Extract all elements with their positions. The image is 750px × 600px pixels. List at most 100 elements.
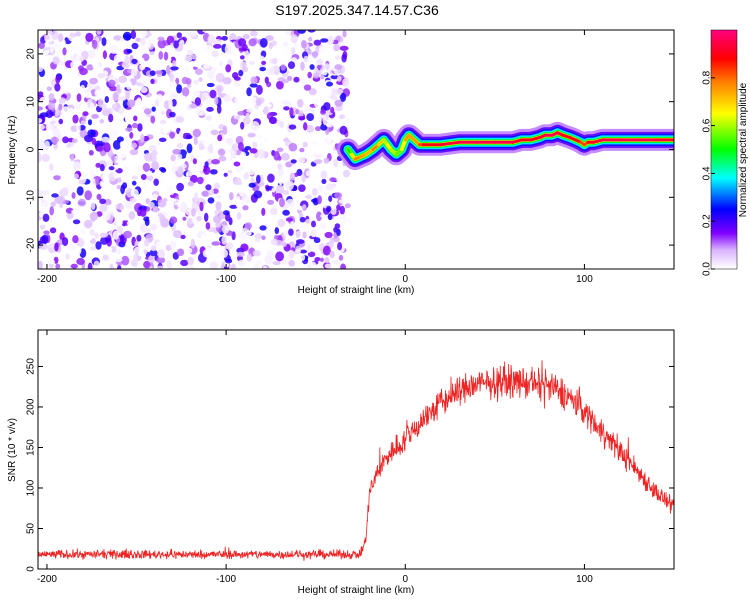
noise-blob bbox=[278, 132, 284, 138]
noise-blob bbox=[134, 84, 139, 92]
noise-blob bbox=[151, 193, 158, 200]
noise-blob bbox=[143, 260, 151, 269]
noise-blob bbox=[116, 84, 121, 92]
noise-blob bbox=[189, 104, 198, 109]
noise-blob bbox=[84, 134, 93, 143]
noise-blob bbox=[102, 172, 111, 182]
noise-blob bbox=[270, 124, 279, 129]
noise-blob bbox=[169, 80, 177, 88]
noise-blob bbox=[140, 86, 148, 94]
noise-blob bbox=[283, 229, 289, 238]
noise-blob bbox=[49, 227, 57, 234]
noise-blob bbox=[91, 114, 99, 119]
noise-blob bbox=[323, 102, 331, 111]
noise-blob bbox=[209, 124, 216, 130]
noise-blob bbox=[192, 158, 197, 165]
noise-blob bbox=[45, 123, 55, 131]
noise-blob bbox=[313, 114, 322, 124]
noise-blob bbox=[122, 31, 132, 41]
noise-blob bbox=[50, 201, 56, 208]
noise-blob bbox=[134, 240, 139, 247]
noise-blob bbox=[71, 138, 78, 144]
noise-blob bbox=[102, 50, 107, 60]
noise-blob bbox=[54, 161, 64, 171]
noise-blob bbox=[116, 249, 121, 255]
noise-blob bbox=[319, 257, 324, 262]
noise-blob bbox=[225, 138, 234, 145]
noise-blob bbox=[215, 221, 222, 228]
noise-blob bbox=[234, 180, 243, 186]
noise-blob bbox=[335, 55, 341, 60]
noise-blob bbox=[316, 64, 323, 70]
noise-blob bbox=[207, 34, 216, 45]
noise-blob bbox=[170, 154, 176, 162]
noise-blob bbox=[186, 170, 193, 177]
noise-blob bbox=[170, 239, 177, 250]
noise-blob bbox=[59, 129, 67, 136]
noise-blob bbox=[212, 188, 219, 194]
noise-blob bbox=[289, 172, 296, 181]
noise-blob bbox=[41, 153, 50, 162]
noise-blob bbox=[131, 175, 138, 180]
noise-blob bbox=[187, 181, 195, 187]
noise-blob bbox=[322, 116, 328, 126]
noise-blob bbox=[95, 175, 100, 186]
noise-blob bbox=[116, 265, 122, 269]
noise-blob bbox=[268, 42, 273, 50]
noise-blob bbox=[220, 248, 228, 258]
noise-blob bbox=[214, 96, 219, 105]
noise-blob bbox=[202, 249, 212, 258]
noise-blob bbox=[146, 175, 154, 181]
noise-blob bbox=[68, 107, 74, 117]
noise-blob bbox=[287, 61, 296, 69]
noise-blob bbox=[311, 188, 318, 196]
noise-blob bbox=[147, 38, 152, 49]
noise-blob bbox=[309, 64, 315, 70]
noise-blob bbox=[207, 70, 215, 80]
noise-blob bbox=[188, 31, 197, 37]
snr-x-ticks: -200 -100 0 100 bbox=[37, 330, 593, 585]
noise-blob bbox=[115, 203, 124, 210]
noise-blob bbox=[177, 248, 185, 257]
noise-blob bbox=[280, 30, 285, 36]
noise-blob bbox=[230, 263, 237, 269]
noise-blob bbox=[69, 32, 77, 38]
noise-blob bbox=[262, 265, 268, 269]
noise-blob bbox=[175, 116, 185, 123]
noise-blob bbox=[290, 221, 295, 230]
noise-blob bbox=[53, 43, 62, 48]
noise-blob bbox=[115, 217, 123, 227]
noise-blob bbox=[110, 128, 119, 137]
y-tick-label: 250 bbox=[26, 358, 37, 375]
noise-blob bbox=[129, 220, 136, 226]
noise-blob bbox=[160, 167, 167, 173]
noise-blob bbox=[72, 114, 79, 124]
noise-blob bbox=[275, 184, 285, 194]
noise-blob bbox=[313, 39, 322, 46]
signal-trace-core bbox=[529, 136, 542, 142]
noise-blob bbox=[344, 118, 351, 123]
noise-blob bbox=[89, 102, 95, 110]
x-tick-label: -100 bbox=[216, 574, 236, 585]
noise-blob bbox=[339, 205, 345, 215]
noise-blob bbox=[99, 119, 105, 124]
noise-blob bbox=[243, 116, 251, 125]
noise-blob bbox=[281, 259, 287, 265]
snr-y-ticks: 0 50 100 150 200 250 bbox=[26, 358, 674, 572]
noise-blob bbox=[39, 96, 48, 106]
noise-blob bbox=[306, 124, 314, 133]
noise-blob bbox=[176, 182, 185, 192]
noise-blob bbox=[121, 61, 130, 69]
noise-blob bbox=[210, 129, 219, 136]
noise-blob bbox=[261, 235, 266, 241]
noise-blob bbox=[222, 125, 228, 135]
noise-blob bbox=[324, 86, 333, 97]
noise-blob bbox=[250, 177, 255, 185]
noise-blob bbox=[156, 241, 163, 250]
noise-blob bbox=[344, 220, 350, 229]
noise-blob bbox=[267, 199, 275, 205]
noise-blob bbox=[297, 156, 306, 164]
noise-blob bbox=[302, 204, 307, 210]
noise-blob bbox=[240, 121, 245, 130]
noise-blob bbox=[173, 230, 182, 238]
